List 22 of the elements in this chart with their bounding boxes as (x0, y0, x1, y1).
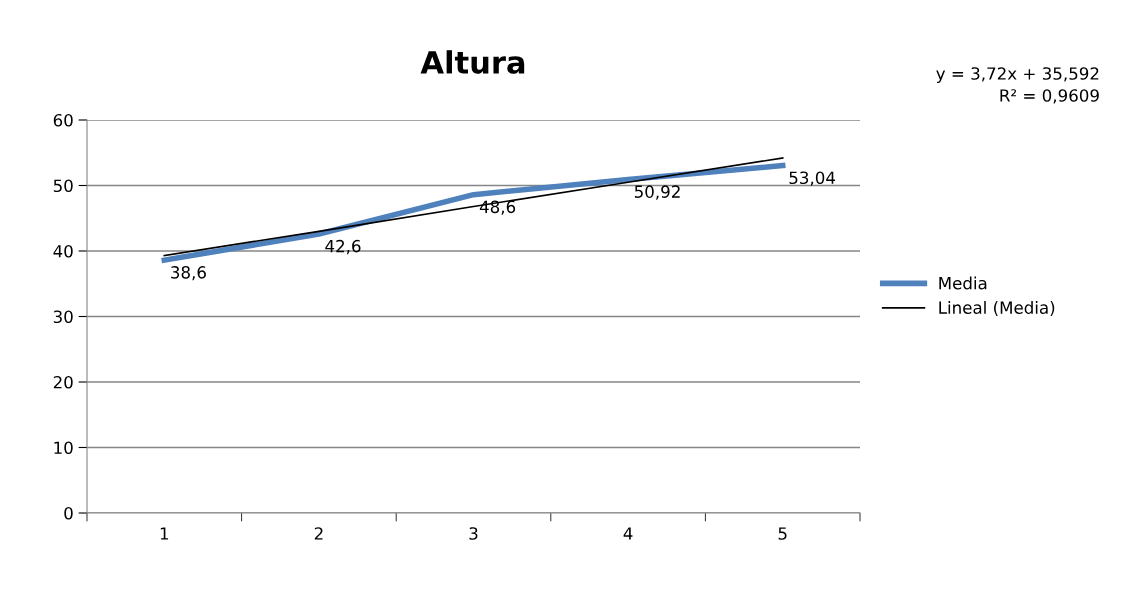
x-tick-label: 1 (160, 527, 169, 540)
x-tick-label: 3 (469, 527, 478, 540)
data-label: 50,92 (634, 185, 680, 200)
data-label: 42,6 (325, 239, 361, 255)
y-tick-label: 40 (53, 244, 73, 258)
data-label: 48,6 (479, 200, 516, 215)
x-tick-label: 5 (778, 527, 787, 540)
x-tick-label: 4 (623, 527, 633, 540)
text: y = 3,72x + 35,592 (936, 67, 1099, 84)
x-tick-label: 2 (314, 527, 323, 540)
chart-title: Altura (420, 50, 525, 74)
legend-label: Media (939, 276, 987, 290)
y-tick-label: 50 (53, 179, 73, 193)
legend-label: Lineal (Media) (939, 301, 1055, 316)
y-tick-label: 10 (54, 441, 73, 455)
y-tick-label: 60 (53, 113, 73, 127)
text: R² = 0,9609 (1000, 89, 1099, 104)
y-tick-label: 20 (53, 375, 73, 389)
data-label: 38,6 (171, 266, 206, 281)
y-tick-label: 30 (53, 310, 73, 324)
data-label: 53,04 (789, 171, 836, 186)
y-tick-label: 0 (64, 506, 73, 520)
